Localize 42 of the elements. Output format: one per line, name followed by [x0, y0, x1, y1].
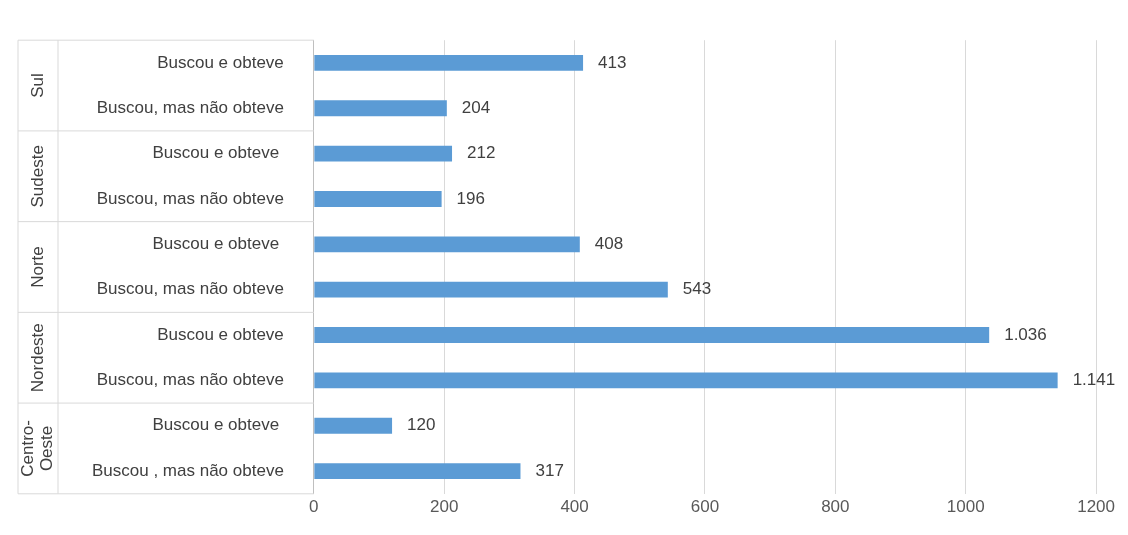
text: Sudeste [27, 145, 47, 208]
y-tick-label: Buscou e obteve [157, 52, 284, 72]
bar [314, 417, 393, 434]
x-tick-label: 400 [560, 496, 589, 516]
data-label: 1.141 [1072, 370, 1116, 390]
text: Norte [27, 246, 47, 288]
bar [314, 327, 990, 343]
x-tick-label: 600 [690, 496, 720, 516]
bar [314, 372, 1058, 389]
y-tick-label: Buscou , mas não obteve [92, 460, 284, 480]
text: Sul [27, 73, 47, 98]
bar [314, 145, 453, 162]
data-label: 1.036 [1004, 324, 1047, 344]
data-label: 413 [598, 52, 627, 72]
y-tick-label: Buscou e obteve [152, 234, 284, 254]
data-label: 317 [535, 460, 564, 480]
x-tick-label: 1000 [946, 496, 985, 516]
y-tick-label: Buscou e obteve [157, 324, 284, 344]
y-tick-label: Buscou e obteve [152, 415, 284, 435]
y-tick-label: Buscou, mas não obteve [96, 279, 284, 299]
x-tick-label: 200 [430, 496, 459, 516]
bar [314, 281, 668, 298]
text: Centro-Oeste [18, 420, 57, 477]
bar [314, 236, 580, 253]
text: Nordeste [27, 323, 47, 393]
data-label: 212 [467, 143, 496, 163]
data-label: 204 [461, 97, 491, 117]
bar [314, 100, 447, 117]
y-tick-label: Buscou, mas não obteve [96, 188, 284, 208]
y-tick-label: Buscou, mas não obteve [96, 370, 284, 390]
bar [314, 54, 584, 71]
x-tick-label: 0 [309, 496, 319, 516]
y-tick-label: Buscou e obteve [152, 143, 284, 163]
data-label: 543 [682, 279, 712, 299]
x-tick-label: 1200 [1077, 496, 1115, 516]
y-tick-label: Buscou, mas não obteve [96, 97, 284, 117]
bar [314, 191, 442, 207]
x-tick-label: 800 [821, 496, 850, 516]
data-label: 120 [407, 415, 436, 435]
bar [314, 463, 521, 480]
data-label: 196 [456, 188, 485, 208]
data-label: 408 [594, 234, 624, 254]
